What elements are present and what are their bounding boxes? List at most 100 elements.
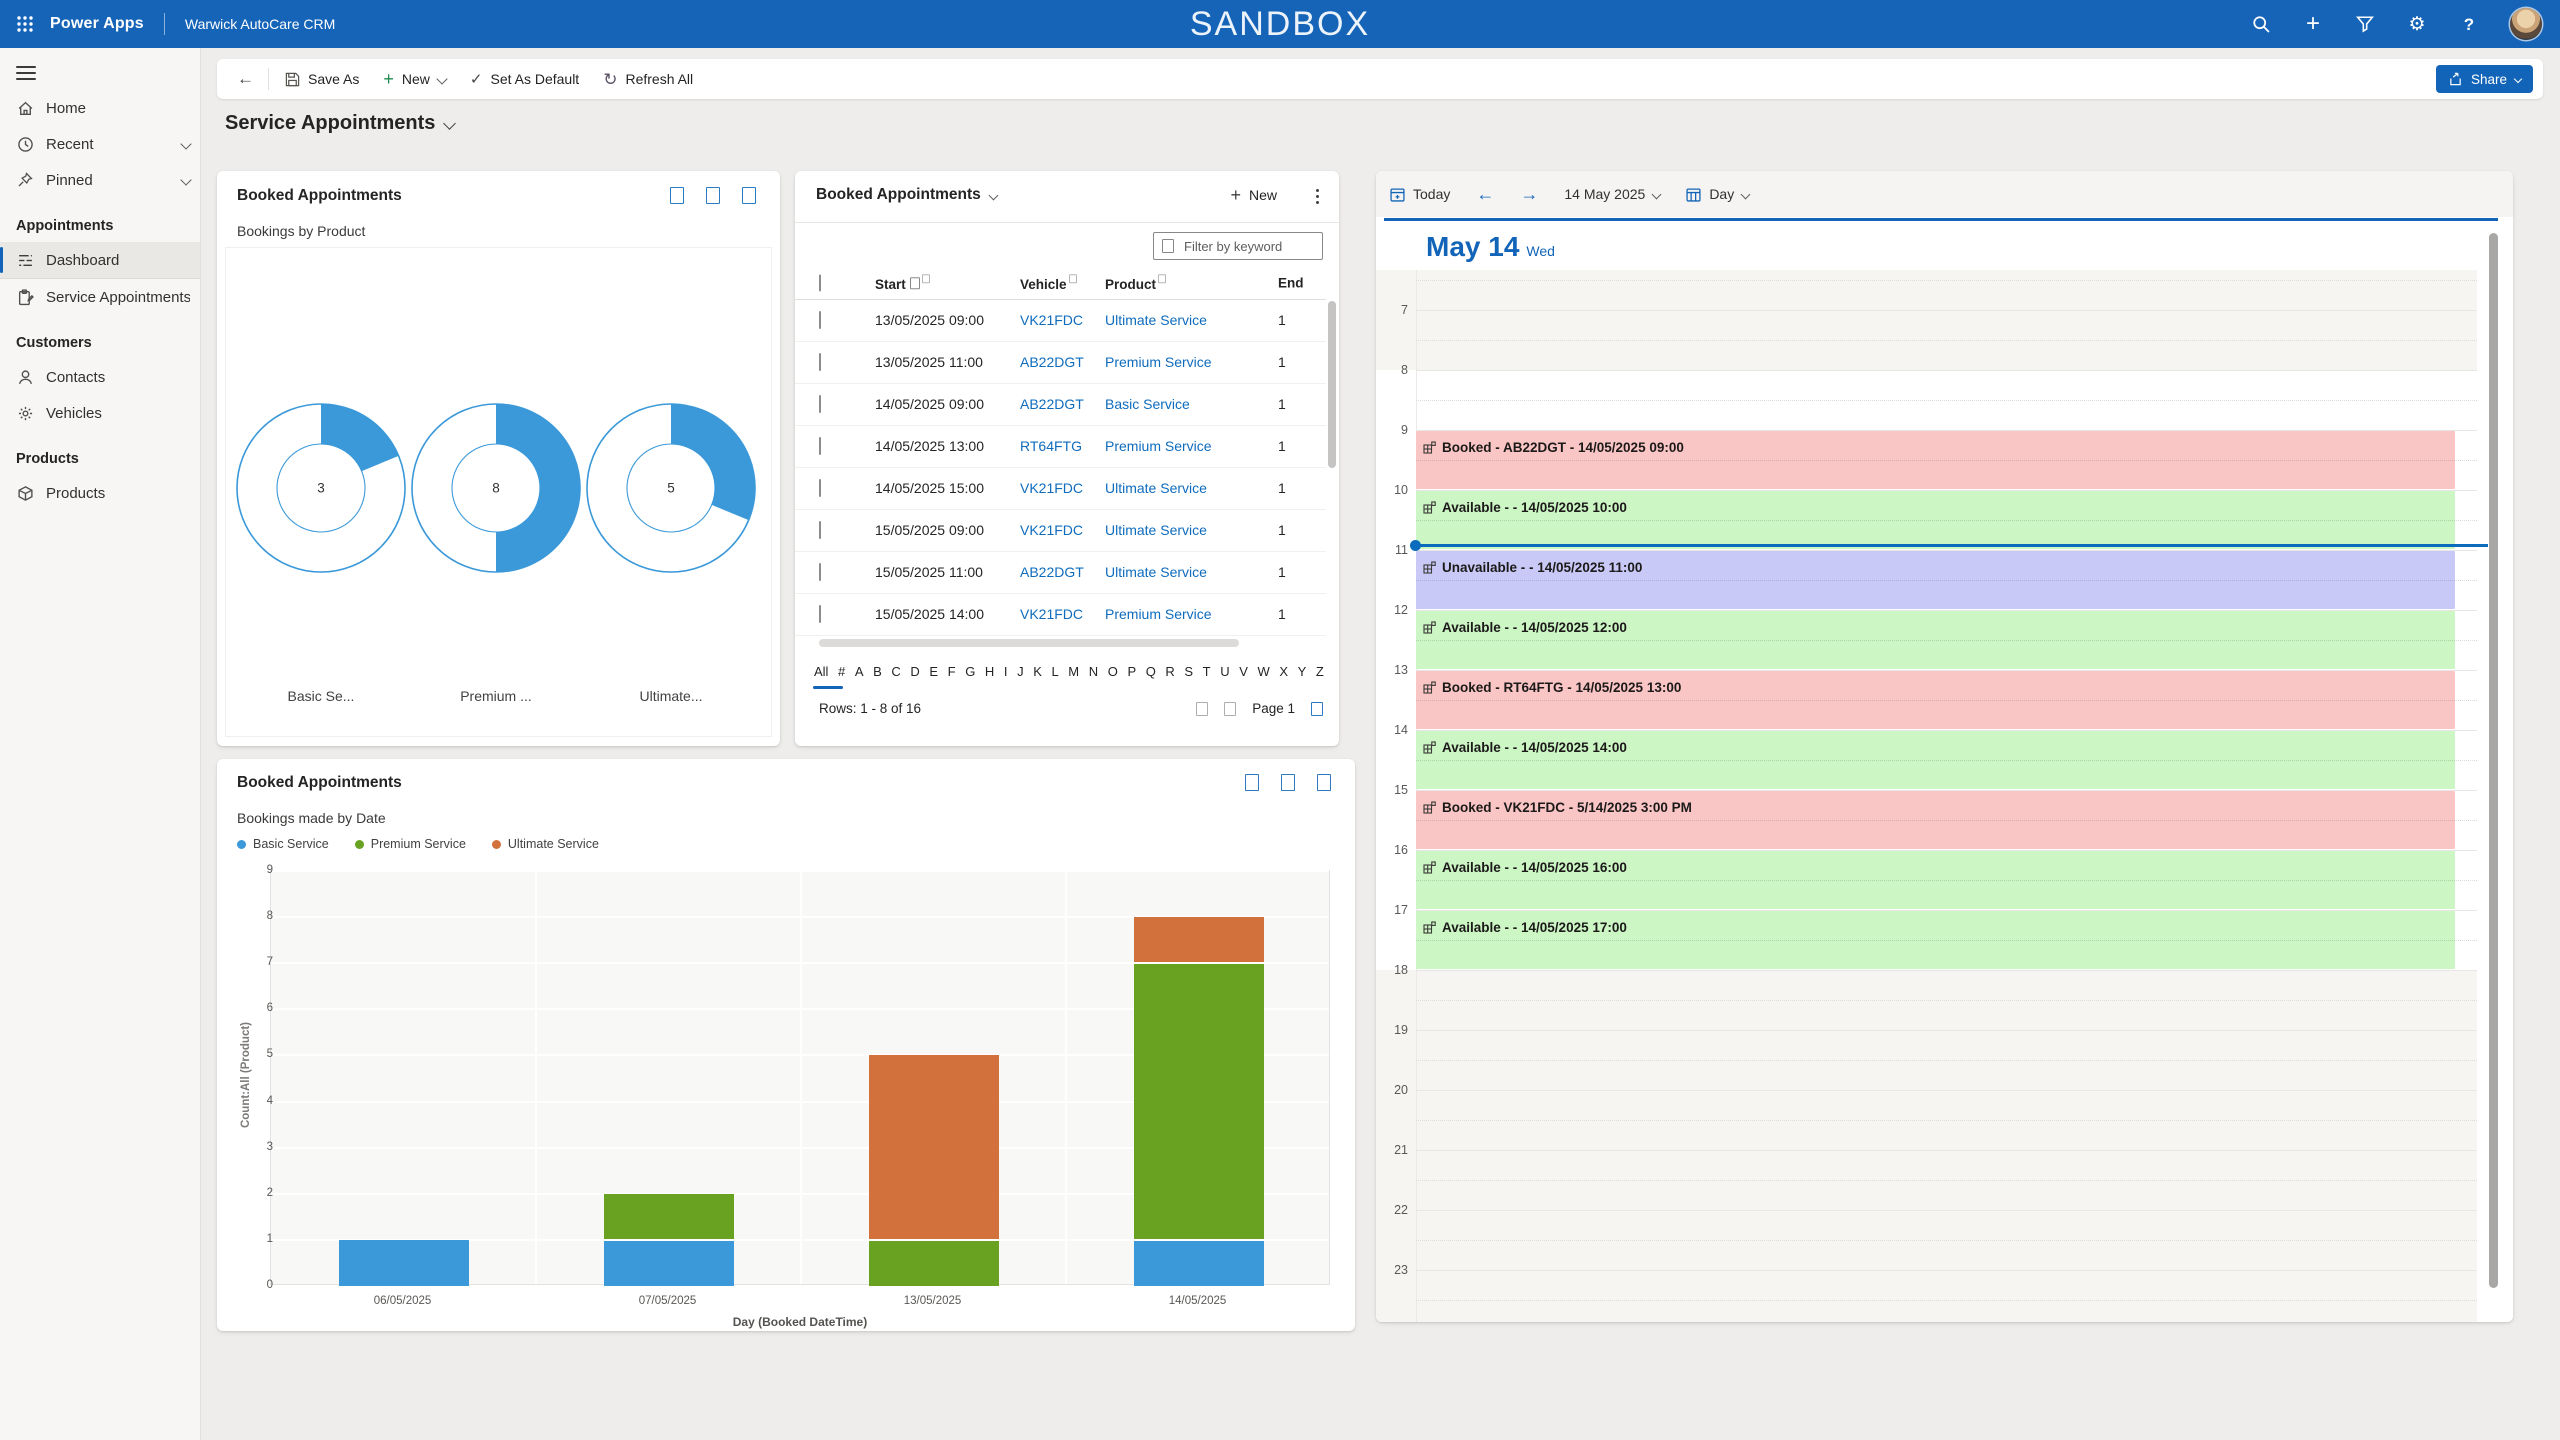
alphabet-letter-q[interactable]: Q [1145,664,1156,679]
sidebar-item-recent[interactable]: Recent [0,126,200,162]
calendar-event-available[interactable]: Available - - 14/05/2025 14:00 [1416,731,2455,789]
filter-keyword-input[interactable] [1182,237,1306,255]
cell-vehicle-link[interactable]: VK21FDC [1020,606,1084,622]
alphabet-letter-v[interactable]: V [1239,664,1248,679]
vertical-scrollbar[interactable] [1328,301,1336,468]
row-checkbox[interactable] [819,521,821,539]
table-row[interactable]: 13/05/2025 09:00 VK21FDC Ultimate Service 1 [795,299,1326,342]
alphabet-letter-a[interactable]: A [854,664,864,679]
cell-vehicle-link[interactable]: AB22DGT [1020,354,1084,370]
donut-chart[interactable]: 3 8 5 Basic Se... Premium ... Ultimate... [225,247,772,737]
sidebar-item-dashboard[interactable]: Dashboard [0,242,200,279]
user-avatar[interactable] [2510,8,2542,40]
alphabet-letter-b[interactable]: B [873,664,882,679]
calendar-event-available[interactable]: Available - - 14/05/2025 17:00 [1416,911,2455,969]
row-checkbox[interactable] [819,563,821,581]
waffle-icon[interactable] [14,13,36,35]
cell-product-link[interactable]: Ultimate Service [1105,522,1207,538]
search-icon[interactable] [2250,13,2272,35]
calendar-scrollbar[interactable] [2489,233,2498,1288]
table-row[interactable]: 14/05/2025 15:00 VK21FDC Ultimate Service 1 [795,467,1326,510]
calendar-event-available[interactable]: Available - - 14/05/2025 16:00 [1416,851,2455,909]
table-row[interactable]: 13/05/2025 11:00 AB22DGT Premium Service 1 [795,341,1326,384]
alphabet-letter-w[interactable]: W [1257,664,1270,679]
cell-vehicle-link[interactable]: VK21FDC [1020,522,1084,538]
today-button[interactable]: Today [1390,186,1450,202]
alphabet-letter-x[interactable]: X [1279,664,1289,679]
cell-product-link[interactable]: Premium Service [1105,354,1212,370]
back-icon[interactable]: ← [237,69,254,88]
cell-product-link[interactable]: Ultimate Service [1105,480,1207,496]
cell-vehicle-link[interactable]: AB22DGT [1020,564,1084,580]
alphabet-letter-e[interactable]: E [929,664,939,679]
cell-vehicle-link[interactable]: RT64FTG [1020,438,1082,454]
alphabet-letter-k[interactable]: K [1033,664,1042,679]
expand-chart-icon[interactable] [1317,774,1331,791]
cell-product-link[interactable]: Ultimate Service [1105,564,1207,580]
view-records-icon[interactable] [1281,774,1295,791]
select-all-checkbox[interactable] [819,274,821,292]
cell-vehicle-link[interactable]: VK21FDC [1020,312,1084,328]
refresh-chart-icon[interactable] [670,187,684,204]
sidebar-item-products[interactable]: Products [0,475,200,511]
alphabet-letter-u[interactable]: U [1220,664,1230,679]
alphabet-letter-h[interactable]: H [984,664,995,679]
sidebar-item-vehicles[interactable]: Vehicles [0,395,200,431]
first-page-icon[interactable] [1196,701,1209,716]
table-row[interactable]: 14/05/2025 09:00 AB22DGT Basic Service 1 [795,383,1326,426]
alphabet-letter-g[interactable]: G [965,664,976,679]
expand-chart-icon[interactable] [742,187,756,204]
org-name[interactable]: Warwick AutoCare CRM [184,16,336,32]
table-row[interactable]: 15/05/2025 09:00 VK21FDC Ultimate Service 1 [795,509,1326,552]
alphabet-letter-p[interactable]: P [1127,664,1137,679]
product-name[interactable]: Power Apps [50,15,144,32]
column-header-end[interactable]: End [1278,275,1304,291]
row-checkbox[interactable] [819,479,821,497]
column-header-start[interactable]: Start [875,274,930,292]
view-records-icon[interactable] [706,187,720,204]
alphabet-letter-i[interactable]: I [1003,664,1008,679]
alphabet-letter-j[interactable]: J [1017,664,1024,679]
legend-item[interactable]: Premium Service [354,837,466,851]
table-row[interactable]: 15/05/2025 14:00 VK21FDC Premium Service 1 [795,593,1326,636]
help-icon[interactable]: ? [2463,14,2475,34]
hamburger-icon[interactable] [16,66,36,80]
previous-page-icon[interactable] [1224,701,1237,716]
horizontal-scrollbar[interactable] [819,639,1239,647]
legend-item[interactable]: Ultimate Service [491,837,599,851]
alphabet-letter-n[interactable]: N [1088,664,1099,679]
cell-vehicle-link[interactable]: VK21FDC [1020,480,1084,496]
calendar-event-available[interactable]: Available - - 14/05/2025 10:00 [1416,491,2455,549]
column-header-product[interactable]: Product [1105,274,1167,292]
day-schedule-grid[interactable]: 7 8 9 10 11 12 13 14 15 16 17 18 19 20 21 22 23 Booked - … [1376,270,2513,1322]
cell-product-link[interactable]: Ultimate Service [1105,312,1207,328]
calendar-event-booked[interactable]: Booked - AB22DGT - 14/05/2025 09:00 [1416,431,2455,489]
previous-day-icon[interactable]: ← [1476,183,1495,204]
next-day-icon[interactable]: → [1520,183,1539,204]
alphabet-letter-l[interactable]: L [1051,664,1059,679]
save-as-button[interactable]: Save As [273,63,371,95]
row-checkbox[interactable] [819,605,821,623]
calendar-event-booked[interactable]: Booked - RT64FTG - 14/05/2025 13:00 [1416,671,2455,729]
subgrid-title[interactable]: Booked Appointments [816,186,999,204]
view-selector[interactable]: Day [1686,186,1751,202]
set-as-default-button[interactable]: ✓ Set As Default [469,70,580,88]
alphabet-letter-t[interactable]: T [1202,664,1211,679]
cell-product-link[interactable]: Premium Service [1105,606,1212,622]
refresh-all-button[interactable]: ↻ Refresh All [603,69,694,89]
alphabet-letter-z[interactable]: Z [1315,664,1324,679]
more-commands-icon[interactable] [1316,195,1319,198]
legend-item[interactable]: Basic Service [237,837,329,851]
alphabet-letter-y[interactable]: Y [1297,664,1307,679]
alphabet-letter-f[interactable]: F [947,664,956,679]
alphabet-letter-all[interactable]: All [814,664,829,679]
alphabet-letter-r[interactable]: R [1165,664,1175,679]
settings-icon[interactable]: ⚙ [2408,13,2426,35]
table-row[interactable]: 15/05/2025 11:00 AB22DGT Ultimate Service 1 [795,551,1326,594]
alphabet-letter-m[interactable]: M [1068,664,1080,679]
row-checkbox[interactable] [819,311,821,329]
sidebar-item-service-appointments[interactable]: Service Appointments [0,279,200,315]
row-checkbox[interactable] [819,353,821,371]
calendar-event-unavailable[interactable]: Unavailable - - 14/05/2025 11:00 [1416,551,2455,609]
calendar-event-booked[interactable]: Booked - VK21FDC - 5/14/2025 3:00 PM [1416,791,2455,849]
